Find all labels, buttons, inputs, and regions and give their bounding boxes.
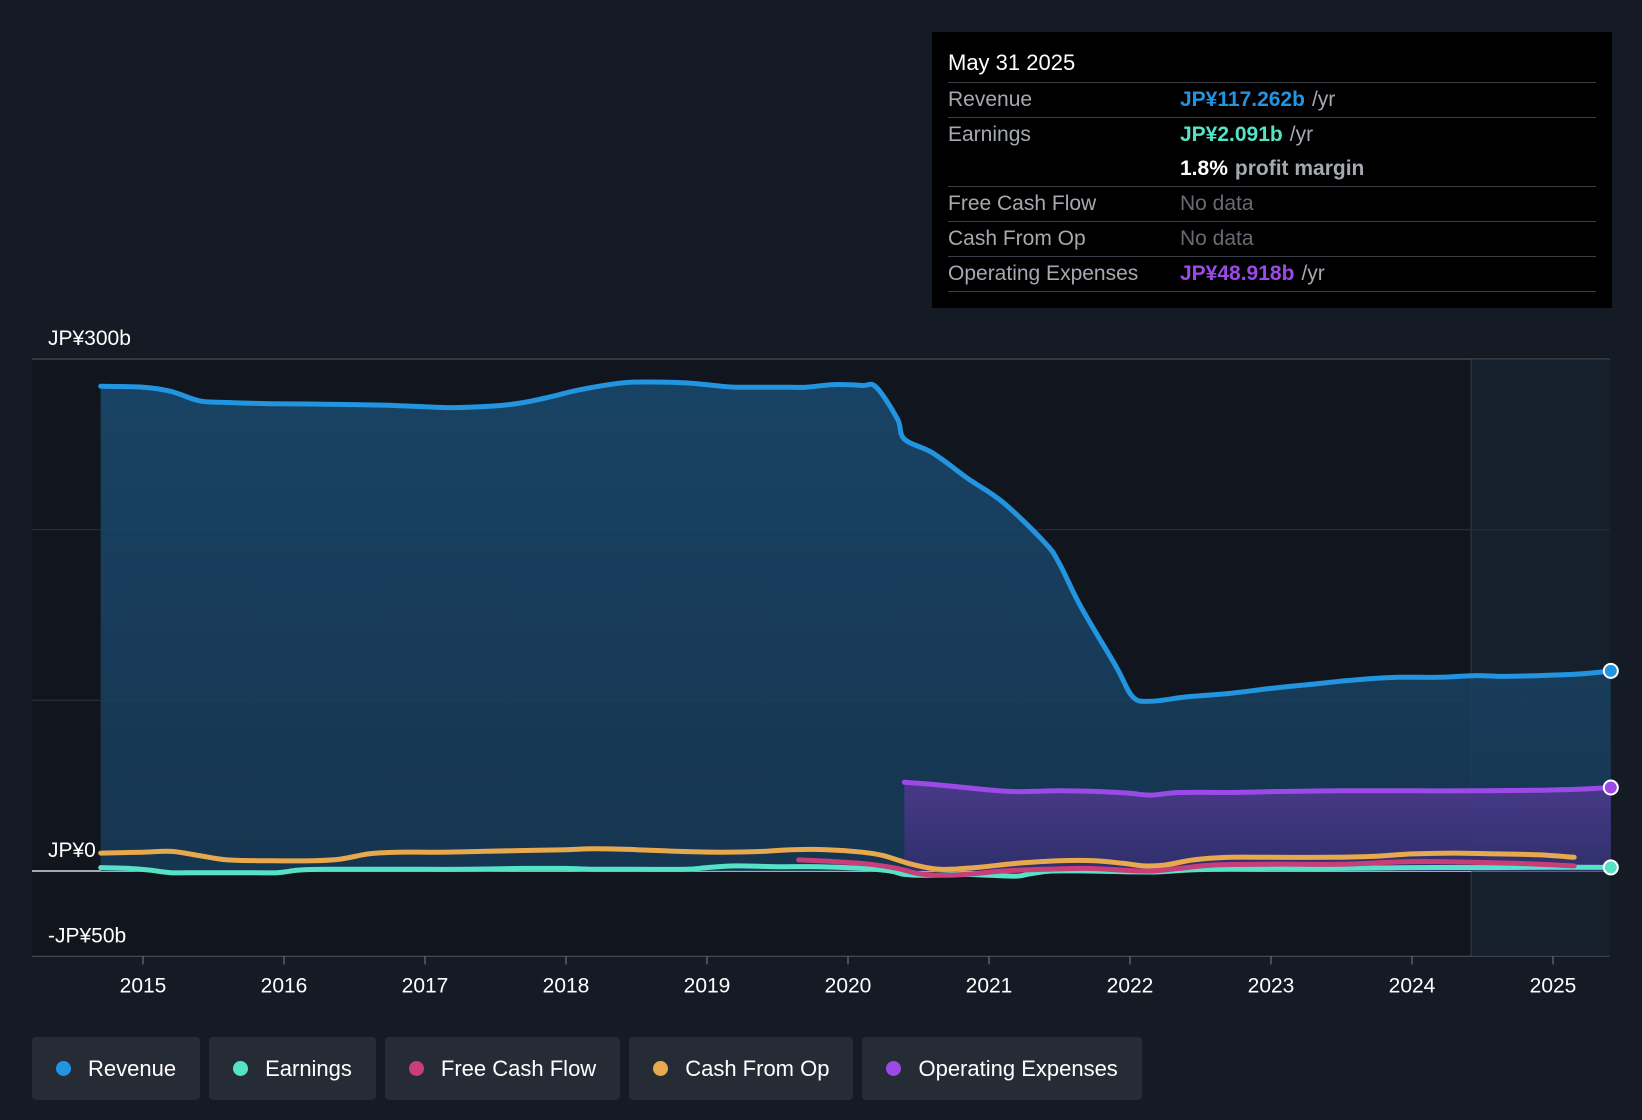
tooltip-row-earnings: Earnings JP¥2.091b /yr	[948, 117, 1596, 152]
y-axis-label: -JP¥50b	[48, 924, 126, 947]
y-axis-label: JP¥0	[48, 839, 96, 862]
tooltip-value: No data	[1180, 192, 1254, 215]
tooltip-row-cfo: Cash From Op No data	[948, 221, 1596, 256]
tooltip-value: No data	[1180, 227, 1254, 250]
legend-dot-icon	[56, 1061, 71, 1076]
tooltip-unit: /yr	[1289, 123, 1314, 146]
legend-dot-icon	[233, 1061, 249, 1076]
line-free-cash-flow	[796, 857, 1577, 878]
series-areas	[100, 381, 1611, 871]
line-revenue	[98, 379, 1614, 704]
area-revenue	[100, 381, 1611, 871]
legend-item-cash-from-op[interactable]: Cash From Op	[629, 1037, 854, 1100]
legend-item-operating-expenses[interactable]: Operating Expenses	[862, 1037, 1142, 1100]
tooltip-panel: May 31 2025 Revenue JP¥117.262b /yr Earn…	[932, 32, 1612, 308]
x-tick-label: 2020	[825, 974, 872, 997]
legend-label: Free Cash Flow	[440, 1055, 597, 1081]
x-tick-label: 2024	[1389, 974, 1436, 997]
end-marker-revenue	[1602, 662, 1619, 679]
series-end-markers	[1602, 662, 1619, 876]
legend-item-free-cash-flow[interactable]: Free Cash Flow	[384, 1037, 621, 1100]
area-operating-expenses	[904, 782, 1611, 871]
legend-label: Earnings	[265, 1055, 352, 1081]
legend-dot-icon	[408, 1061, 424, 1076]
tooltip-row-revenue: Revenue JP¥117.262b /yr	[948, 82, 1596, 117]
legend: Revenue Earnings Free Cash Flow Cash Fro…	[32, 1037, 1142, 1100]
x-tick-label: 2018	[543, 974, 590, 997]
tooltip-label: Free Cash Flow	[948, 192, 1097, 215]
line-operating-expenses	[901, 779, 1614, 798]
legend-item-revenue[interactable]: Revenue	[32, 1037, 201, 1100]
tooltip-date: May 31 2025	[948, 50, 1076, 75]
tooltip-value: JP¥117.262b	[1180, 88, 1305, 111]
x-axis: 2015 2016 2017 2018 2019 2020 2021 2022 2023 2024…	[120, 956, 1577, 997]
tooltip-unit: /yr	[1301, 262, 1325, 285]
tooltip-value: JP¥48.918b	[1180, 262, 1295, 285]
y-axis-labels: JP¥300b JP¥0 -JP¥50b	[48, 327, 131, 947]
tooltip-unit: profit margin	[1234, 157, 1365, 180]
x-tick-label: 2023	[1248, 974, 1295, 997]
x-tick-label: 2022	[1107, 974, 1154, 997]
tooltip-row-fcf: Free Cash Flow No data	[948, 186, 1596, 221]
legend-item-earnings[interactable]: Earnings	[209, 1037, 376, 1100]
tooltip-row-opex: Operating Expenses JP¥48.918b /yr	[948, 256, 1596, 292]
tooltip-unit: /yr	[1311, 88, 1336, 111]
x-tick-label: 2017	[402, 974, 449, 997]
x-tick-label: 2015	[120, 974, 167, 997]
legend-dot-icon	[653, 1061, 669, 1076]
x-tick-label: 2019	[684, 974, 731, 997]
legend-dot-icon	[886, 1061, 902, 1076]
tooltip-label: Revenue	[948, 88, 1033, 111]
tooltip-label: Operating Expenses	[948, 262, 1139, 285]
x-tick-label: 2016	[261, 974, 308, 997]
series-lines	[98, 379, 1614, 879]
tooltip-value: JP¥2.091b	[1180, 123, 1283, 146]
x-tick-label: 2021	[966, 974, 1013, 997]
legend-label: Operating Expenses	[918, 1055, 1118, 1081]
end-marker-earnings	[1602, 859, 1619, 876]
x-tick-label: 2025	[1530, 974, 1577, 997]
tooltip-label: Earnings	[948, 123, 1031, 146]
line-earnings	[98, 863, 1614, 879]
tooltip-value: 1.8%	[1180, 157, 1228, 180]
legend-label: Cash From Op	[685, 1055, 830, 1081]
legend-label: Revenue	[88, 1055, 177, 1081]
y-axis-label: JP¥300b	[48, 327, 131, 350]
line-cash-from-op	[98, 846, 1577, 872]
tooltip-row-margin: 1.8% profit margin	[948, 152, 1596, 186]
end-marker-operating-expenses	[1602, 779, 1619, 796]
tooltip-label: Cash From Op	[948, 227, 1086, 250]
